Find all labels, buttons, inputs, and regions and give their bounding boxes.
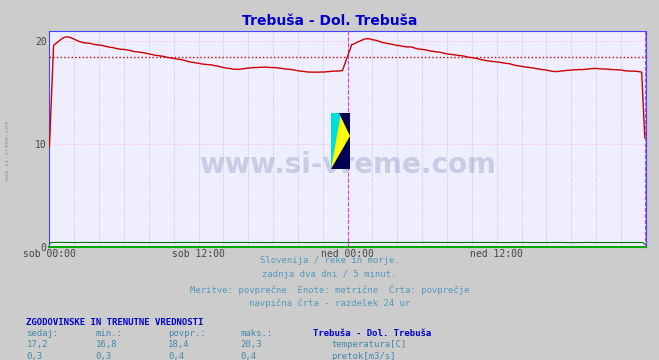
Text: 16,8: 16,8 <box>96 340 117 349</box>
Text: 0,4: 0,4 <box>168 352 184 360</box>
Text: sedaj:: sedaj: <box>26 329 59 338</box>
Text: www.si-vreme.com: www.si-vreme.com <box>199 150 496 179</box>
Text: Slovenija / reke in morje.: Slovenija / reke in morje. <box>260 256 399 265</box>
Text: ZGODOVINSKE IN TRENUTNE VREDNOSTI: ZGODOVINSKE IN TRENUTNE VREDNOSTI <box>26 318 204 327</box>
Text: Trebuša - Dol. Trebuša: Trebuša - Dol. Trebuša <box>313 329 431 338</box>
Text: pretok[m3/s]: pretok[m3/s] <box>331 352 396 360</box>
Text: 0,3: 0,3 <box>26 352 42 360</box>
Polygon shape <box>331 113 341 170</box>
Text: maks.:: maks.: <box>241 329 273 338</box>
Text: navpična črta - razdelek 24 ur: navpična črta - razdelek 24 ur <box>249 299 410 308</box>
Polygon shape <box>339 113 350 135</box>
Polygon shape <box>331 135 350 170</box>
Text: 20,3: 20,3 <box>241 340 262 349</box>
Text: povpr.:: povpr.: <box>168 329 206 338</box>
Text: temperatura[C]: temperatura[C] <box>331 340 407 349</box>
Text: Meritve: povprečne  Enote: metrične  Črta: povprečje: Meritve: povprečne Enote: metrične Črta:… <box>190 284 469 295</box>
Text: www.si-vreme.com: www.si-vreme.com <box>5 121 11 181</box>
Text: zadnja dva dni / 5 minut.: zadnja dva dni / 5 minut. <box>262 270 397 279</box>
Text: 0,4: 0,4 <box>241 352 256 360</box>
Text: 0,3: 0,3 <box>96 352 111 360</box>
Text: min.:: min.: <box>96 329 123 338</box>
Bar <box>331 113 350 170</box>
Text: Trebuša - Dol. Trebuša: Trebuša - Dol. Trebuša <box>242 14 417 28</box>
Text: 18,4: 18,4 <box>168 340 190 349</box>
Text: 17,2: 17,2 <box>26 340 48 349</box>
